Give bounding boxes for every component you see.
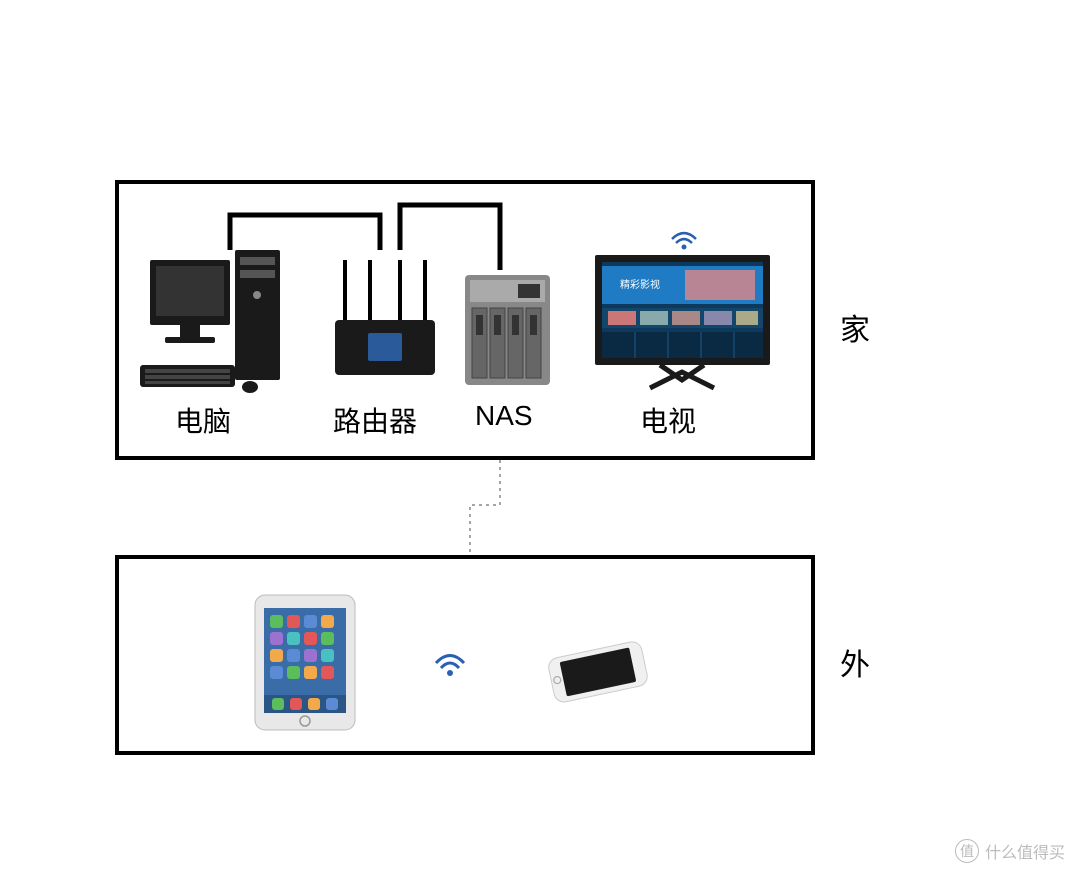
router-icon bbox=[320, 250, 450, 390]
computer-label: 电脑 bbox=[175, 400, 231, 440]
tv-wifi-icon bbox=[668, 225, 700, 251]
watermark: 值 什么值得买 bbox=[955, 839, 1065, 863]
outside-wifi-icon bbox=[432, 648, 468, 678]
phone-icon bbox=[530, 630, 660, 710]
svg-text:精彩影视: 精彩影视 bbox=[620, 278, 660, 291]
tv-label: 电视 bbox=[640, 400, 696, 440]
computer-icon bbox=[140, 245, 290, 395]
nas-label: NAS bbox=[475, 400, 533, 432]
tv-icon: 精彩影视 bbox=[590, 250, 775, 395]
router-label: 路由器 bbox=[333, 400, 417, 440]
nas-icon bbox=[460, 270, 555, 390]
dotted-connection bbox=[0, 0, 1080, 878]
watermark-text: 什么值得买 bbox=[985, 839, 1065, 863]
watermark-icon: 值 bbox=[955, 839, 979, 863]
tablet-icon bbox=[250, 590, 360, 735]
